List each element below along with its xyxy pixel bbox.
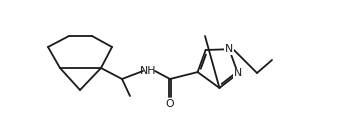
Text: N: N [234, 69, 242, 79]
Text: O: O [166, 99, 174, 109]
Text: N: N [225, 44, 233, 54]
Text: NH: NH [140, 66, 156, 76]
